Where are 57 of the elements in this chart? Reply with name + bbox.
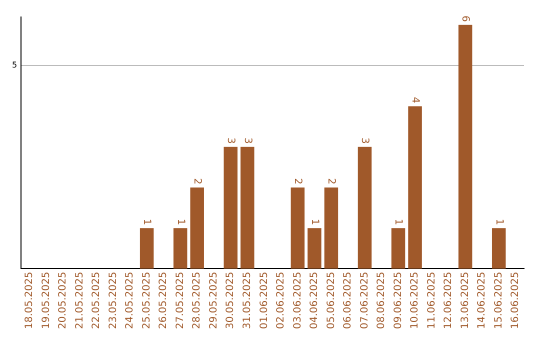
x-tick-label: 18.05.2025 <box>24 272 36 330</box>
data-label: 2 <box>326 178 337 184</box>
x-tick-label: 24.05.2025 <box>124 272 136 330</box>
x-tick-label: 25.05.2025 <box>141 272 152 330</box>
bar <box>308 228 322 269</box>
data-label: 6 <box>460 16 471 22</box>
x-tick-label: 05.06.2025 <box>326 272 337 330</box>
x-tick-label: 28.05.2025 <box>192 272 203 330</box>
x-tick-label: 22.05.2025 <box>91 272 102 330</box>
x-tick-label: 06.06.2025 <box>342 272 354 330</box>
x-tick-label: 27.05.2025 <box>174 272 186 330</box>
x-tick-label: 19.05.2025 <box>40 272 52 330</box>
x-tick-label: 02.06.2025 <box>276 272 287 330</box>
bar <box>190 187 204 269</box>
x-tick-label: 08.06.2025 <box>376 272 388 330</box>
bar <box>324 187 338 269</box>
x-tick-label: 09.06.2025 <box>392 272 404 330</box>
x-tick-label: 14.06.2025 <box>476 272 488 330</box>
bar <box>408 106 422 269</box>
bar <box>240 146 254 269</box>
bar <box>140 228 154 269</box>
bar <box>290 187 305 269</box>
bar <box>492 228 506 269</box>
x-tick-label: 31.05.2025 <box>242 272 253 330</box>
x-tick-label: 11.06.2025 <box>426 272 438 330</box>
data-label: 4 <box>409 96 420 104</box>
data-label: 1 <box>493 218 504 226</box>
x-tick-label: 23.05.2025 <box>108 272 119 330</box>
bar <box>224 146 238 269</box>
x-tick-label: 26.05.2025 <box>158 272 170 330</box>
x-tick-label: 12.06.2025 <box>443 272 454 330</box>
data-label: 2 <box>192 178 203 184</box>
x-tick-label: 04.06.2025 <box>309 272 320 330</box>
data-label: 1 <box>308 218 320 226</box>
x-tick-label: 15.06.2025 <box>493 272 504 330</box>
x-tick-label: 13.06.2025 <box>460 272 471 330</box>
bar <box>358 146 372 269</box>
x-tick-label: 01.06.2025 <box>258 272 270 330</box>
data-label: 1 <box>141 218 152 226</box>
x-tick-label: 10.06.2025 <box>410 272 421 330</box>
bar <box>458 24 472 269</box>
data-label: 1 <box>392 218 404 226</box>
y-tick-label: 5 <box>12 60 18 70</box>
x-tick-label: 20.05.2025 <box>58 272 69 330</box>
data-label: 3 <box>242 137 253 144</box>
x-tick-label: 16.06.2025 <box>510 272 522 330</box>
data-label: 3 <box>359 137 370 144</box>
bar <box>391 228 406 269</box>
x-tick-label: 07.06.2025 <box>359 272 370 330</box>
x-tick-label: 30.05.2025 <box>225 272 236 330</box>
bar <box>173 228 188 269</box>
x-tick-label: 21.05.2025 <box>74 272 86 330</box>
x-tick-label: 29.05.2025 <box>208 272 220 330</box>
data-label: 1 <box>174 218 186 226</box>
x-tick-label: 03.06.2025 <box>292 272 304 330</box>
data-label: 3 <box>225 137 236 144</box>
data-label: 2 <box>292 178 304 184</box>
